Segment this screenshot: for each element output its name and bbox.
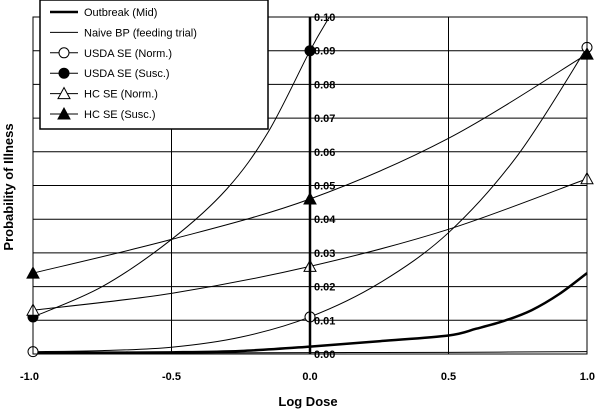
legend: Outbreak (Mid) Naive BP (feeding trial) US… <box>39 0 269 130</box>
x-tick-label: -0.5 <box>162 371 181 383</box>
legend-item: Outbreak (Mid) <box>50 7 157 19</box>
legend-box <box>39 0 269 130</box>
y-tick-label: 0.01 <box>314 315 335 327</box>
legend-marker <box>58 47 70 59</box>
y-tick-label: 0.04 <box>314 214 336 226</box>
series-line <box>32 272 588 355</box>
y-tick-label: 0.07 <box>314 113 335 125</box>
y-tick-label: 0.08 <box>314 79 335 91</box>
legend-label: USDA SE (Norm.) <box>84 48 172 60</box>
x-axis-title: Log Dose <box>278 394 337 409</box>
legend-item: HC SE (Susc.) <box>50 106 156 121</box>
y-tick-label: 0.06 <box>314 147 335 159</box>
x-tick-label: 0.5 <box>441 371 456 383</box>
y-tick-label: 0.05 <box>314 181 335 193</box>
x-tick-label: 0.0 <box>302 371 317 383</box>
y-tick-label: 0.09 <box>314 46 335 58</box>
x-tick-label: -1.0 <box>20 371 39 383</box>
legend-marker <box>57 106 71 120</box>
series-1 <box>32 272 588 355</box>
legend-marker <box>58 67 70 79</box>
y-tick-label: 0.10 <box>314 12 335 24</box>
y-tick-label: 0.02 <box>314 282 335 294</box>
y-axis-title: Probability of Illness <box>1 123 16 250</box>
legend-label: HC SE (Norm.) <box>84 89 158 101</box>
y-tick-label: 0.03 <box>314 248 335 260</box>
legend-label: Naive BP (feeding trial) <box>84 27 197 39</box>
x-tick-label: 1.0 <box>580 371 595 383</box>
legend-item: USDA SE (Susc.) <box>50 67 170 80</box>
x-tick-labels: -1.0 -0.5 0.0 0.5 1.0 <box>20 371 595 383</box>
y-tick-labels: 0.00 0.01 0.02 0.03 0.04 0.05 0.06 0.07 0.08 0.09… <box>314 12 336 361</box>
series-line <box>32 47 588 353</box>
legend-label: HC SE (Susc.) <box>84 109 156 121</box>
legend-item: Naive BP (feeding trial) <box>50 27 197 39</box>
legend-label: USDA SE (Susc.) <box>84 68 170 80</box>
legend-item: HC SE (Norm.) <box>50 86 158 101</box>
legend-label: Outbreak (Mid) <box>84 7 157 19</box>
legend-marker <box>57 86 71 100</box>
legend-item: USDA SE (Norm.) <box>50 47 172 60</box>
y-tick-label: 0.00 <box>314 349 335 361</box>
axes <box>32 16 588 355</box>
